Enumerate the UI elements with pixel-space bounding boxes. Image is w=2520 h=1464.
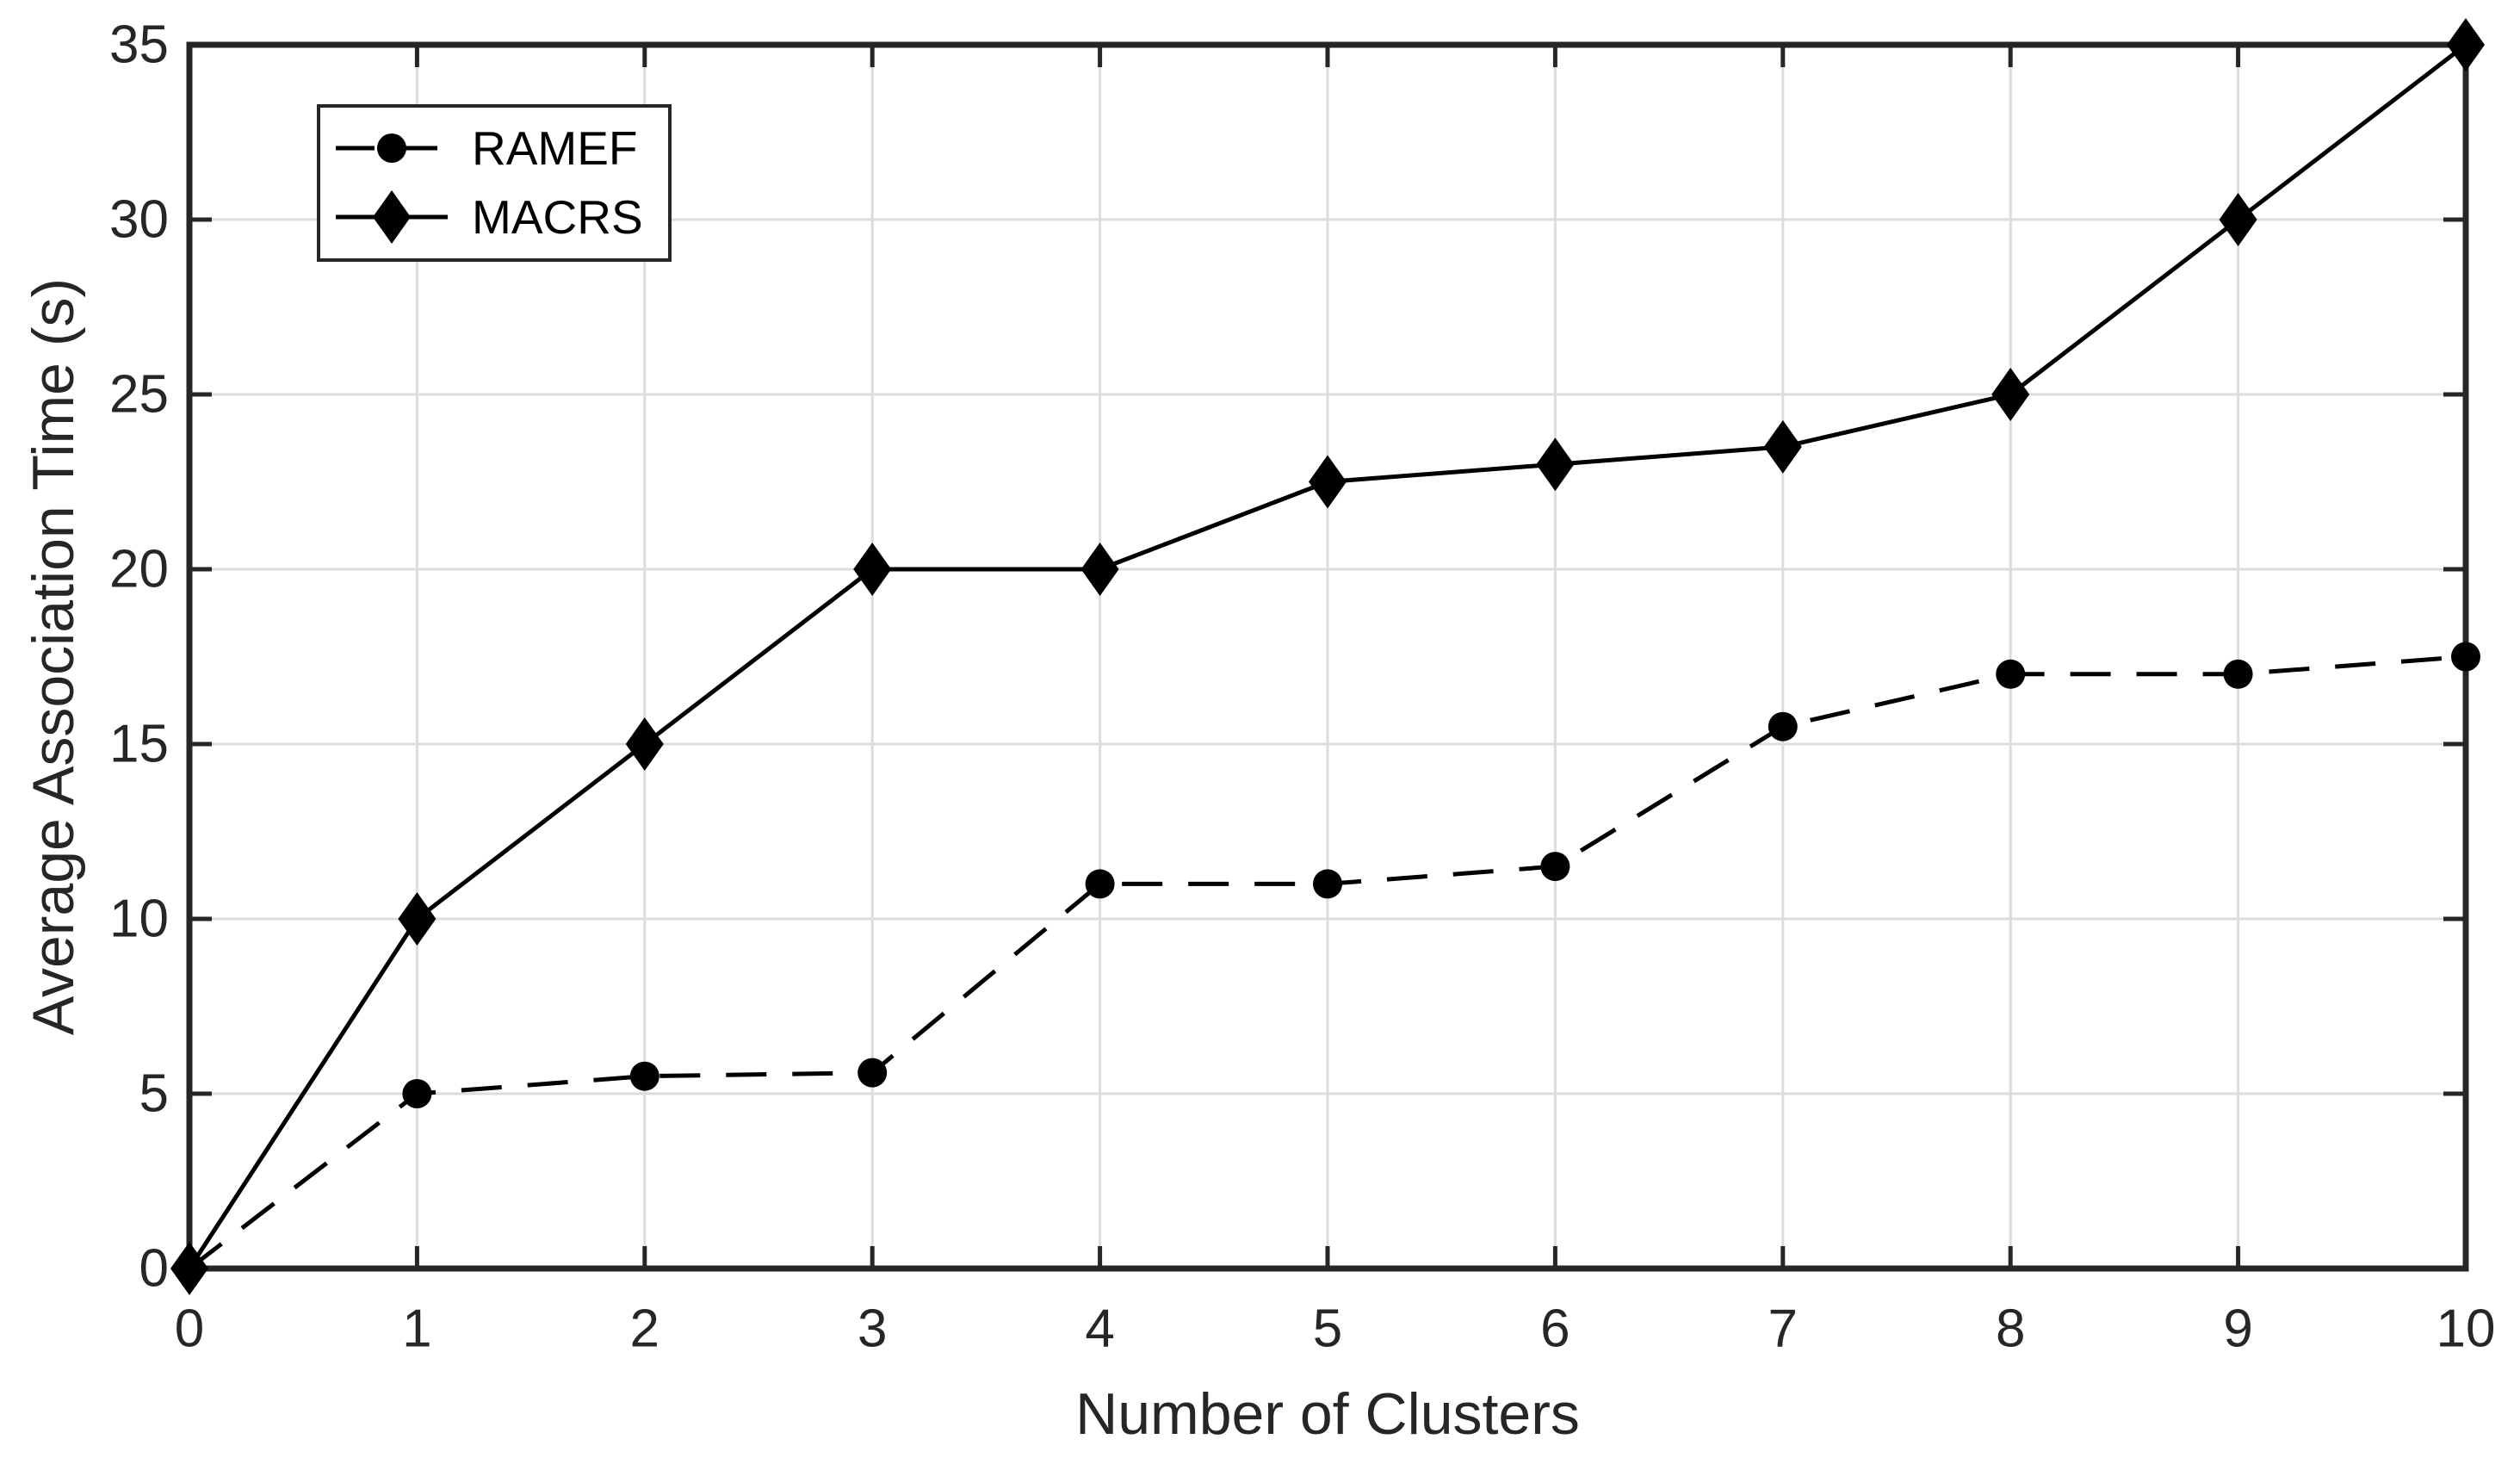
x-tick-label: 3 <box>858 1300 887 1359</box>
diamond-marker <box>170 1242 208 1295</box>
diamond-marker <box>853 543 892 596</box>
y-tick-label: 15 <box>109 715 169 774</box>
circle-marker <box>1085 869 1115 899</box>
circle-marker <box>1768 711 1798 741</box>
circle-marker <box>2451 642 2480 672</box>
legend: RAMEF MACRS <box>317 104 672 262</box>
y-axis-label: Average Association Time (s) <box>21 278 86 1035</box>
x-tick-label: 10 <box>2436 1300 2496 1359</box>
y-tick-label: 5 <box>139 1064 169 1124</box>
tick-marks <box>187 42 2468 1271</box>
x-tick-label: 0 <box>175 1300 204 1359</box>
x-tick-label: 6 <box>1540 1300 1570 1359</box>
y-tick-label: 10 <box>109 890 169 949</box>
diamond-marker <box>373 190 411 244</box>
diamond-marker <box>1536 437 1575 492</box>
circle-marker <box>1540 852 1570 882</box>
y-tick-labels: 0 5 10 15 20 25 30 35 <box>109 16 169 1299</box>
legend-item-macrs: MACRS <box>336 190 643 244</box>
diamond-marker <box>2447 18 2485 71</box>
legend-label: RAMEF <box>472 121 638 175</box>
x-tick-label: 8 <box>1996 1300 2025 1359</box>
diamond-marker <box>1991 368 2030 421</box>
diamond-marker <box>625 717 664 771</box>
diamond-marker <box>2219 193 2257 246</box>
legend-label: MACRS <box>472 190 643 244</box>
series-ramef <box>175 642 2480 1283</box>
legend-item-ramef: RAMEF <box>336 121 638 175</box>
circle-marker <box>1313 869 1342 899</box>
diamond-marker <box>1080 543 1119 596</box>
y-tick-label: 30 <box>109 190 169 250</box>
x-tick-labels: 0 1 2 3 4 5 6 7 8 9 10 <box>175 1300 2496 1359</box>
diamond-marker <box>398 892 437 946</box>
x-tick-label: 4 <box>1085 1300 1114 1359</box>
y-tick-label: 25 <box>109 365 169 425</box>
circle-marker <box>2223 659 2253 689</box>
series-macrs <box>170 18 2485 1295</box>
x-tick-label: 1 <box>402 1300 431 1359</box>
y-tick-label: 20 <box>109 540 169 599</box>
x-tick-label: 5 <box>1313 1300 1342 1359</box>
circle-marker <box>1996 659 2026 689</box>
diamond-marker <box>1309 455 1347 509</box>
circle-marker <box>402 1079 432 1108</box>
grid-lines <box>189 45 2466 1269</box>
y-tick-label: 35 <box>109 16 169 75</box>
x-tick-label: 7 <box>1768 1300 1798 1359</box>
x-axis-label: Number of Clusters <box>1075 1381 1580 1447</box>
x-tick-label: 2 <box>630 1300 659 1359</box>
circle-marker <box>858 1058 888 1088</box>
circle-marker <box>629 1061 659 1091</box>
diamond-marker <box>1763 419 1802 474</box>
circle-marker <box>377 133 406 163</box>
y-tick-label: 0 <box>139 1239 169 1299</box>
legend-box <box>317 104 672 262</box>
x-tick-label: 9 <box>2223 1300 2252 1359</box>
